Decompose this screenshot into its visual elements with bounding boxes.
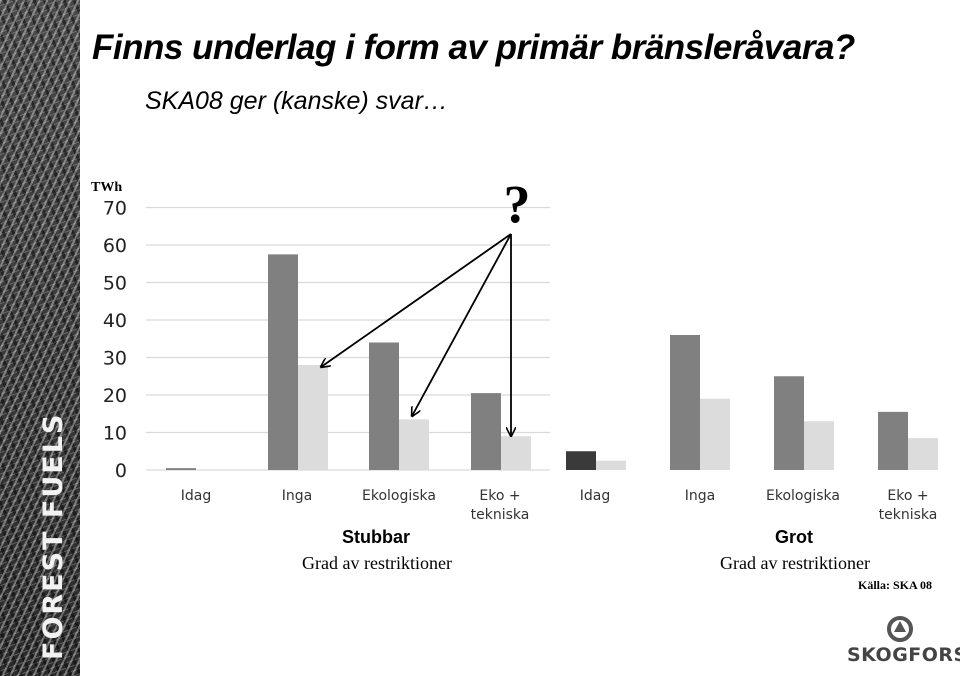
stubbar-y-ticks: 0 10 20 30 40 50 60 70: [103, 198, 127, 483]
x-tick-label: Inga: [685, 488, 715, 504]
arrow-to-ekologiska: [412, 233, 512, 416]
bar-grot-series2-3: [908, 438, 938, 470]
y-tick-label: 20: [103, 385, 127, 407]
source-note: Källa: SKA 08: [858, 578, 933, 592]
grot-bars: [566, 335, 938, 470]
question-mark: ?: [504, 174, 531, 234]
x-tick-label: Ekologiska: [766, 488, 840, 504]
y-tick-label: 10: [103, 423, 127, 445]
slide-subtitle: SKA08 ger (kanske) svar…: [145, 87, 448, 115]
y-tick-label: 30: [103, 348, 127, 370]
bar-stubbar-series2-2: [399, 419, 429, 470]
arrows: [321, 233, 512, 436]
bar-grot-series2-1: [700, 398, 730, 470]
y-axis-unit-label: TWh: [91, 180, 122, 195]
bar-grot-series2-0: [596, 460, 626, 470]
stubbar-chart-title: Stubbar: [342, 527, 410, 547]
x-tick-label: tekniska: [879, 507, 938, 523]
y-tick-label: 60: [103, 235, 127, 257]
stubbar-bars: [166, 254, 531, 470]
x-tick-label: Inga: [282, 488, 312, 504]
slide-title: Finns underlag i form av primär bränsler…: [92, 28, 855, 67]
y-tick-label: 0: [115, 460, 127, 482]
bar-stubbar-series1-0: [166, 468, 196, 470]
bar-grot-series1-3: [878, 411, 908, 470]
x-tick-label: Idag: [181, 488, 211, 504]
bar-grot-series1-1: [670, 335, 700, 470]
x-tick-label: Eko +: [479, 488, 520, 504]
grot-x-axis-label: Grad av restriktioner: [720, 553, 870, 573]
bar-stubbar-series1-3: [471, 393, 501, 470]
bar-grot-series1-2: [774, 376, 804, 470]
arrow-to-inga: [321, 233, 512, 367]
x-tick-label: Eko +: [887, 488, 928, 504]
bar-stubbar-series1-2: [369, 342, 399, 470]
bar-grot-series1-0: [566, 451, 596, 470]
x-tick-label: Ekologiska: [362, 488, 436, 504]
grot-chart-title: Grot: [775, 527, 813, 547]
x-tick-label: tekniska: [471, 507, 530, 523]
bar-stubbar-series1-1: [268, 254, 298, 470]
y-tick-label: 40: [103, 310, 127, 332]
forest-texture-strip: FOREST FUELS: [0, 0, 80, 676]
y-tick-label: 50: [103, 273, 127, 295]
skogforsk-logo-icon: [887, 616, 913, 642]
stubbar-x-axis-label: Grad av restriktioner: [302, 553, 452, 573]
skogforsk-logo-text: SKOGFORSK: [847, 644, 960, 666]
x-tick-label: Idag: [580, 488, 610, 504]
grot-x-ticks: Idag Inga Ekologiska Eko + tekniska: [580, 488, 938, 523]
y-tick-label: 70: [103, 198, 127, 220]
bar-stubbar-series2-3: [501, 436, 531, 470]
bar-grot-series2-2: [804, 421, 834, 470]
stubbar-x-ticks: Idag Inga Ekologiska Eko + tekniska: [181, 488, 530, 523]
bar-stubbar-series2-1: [298, 365, 328, 470]
